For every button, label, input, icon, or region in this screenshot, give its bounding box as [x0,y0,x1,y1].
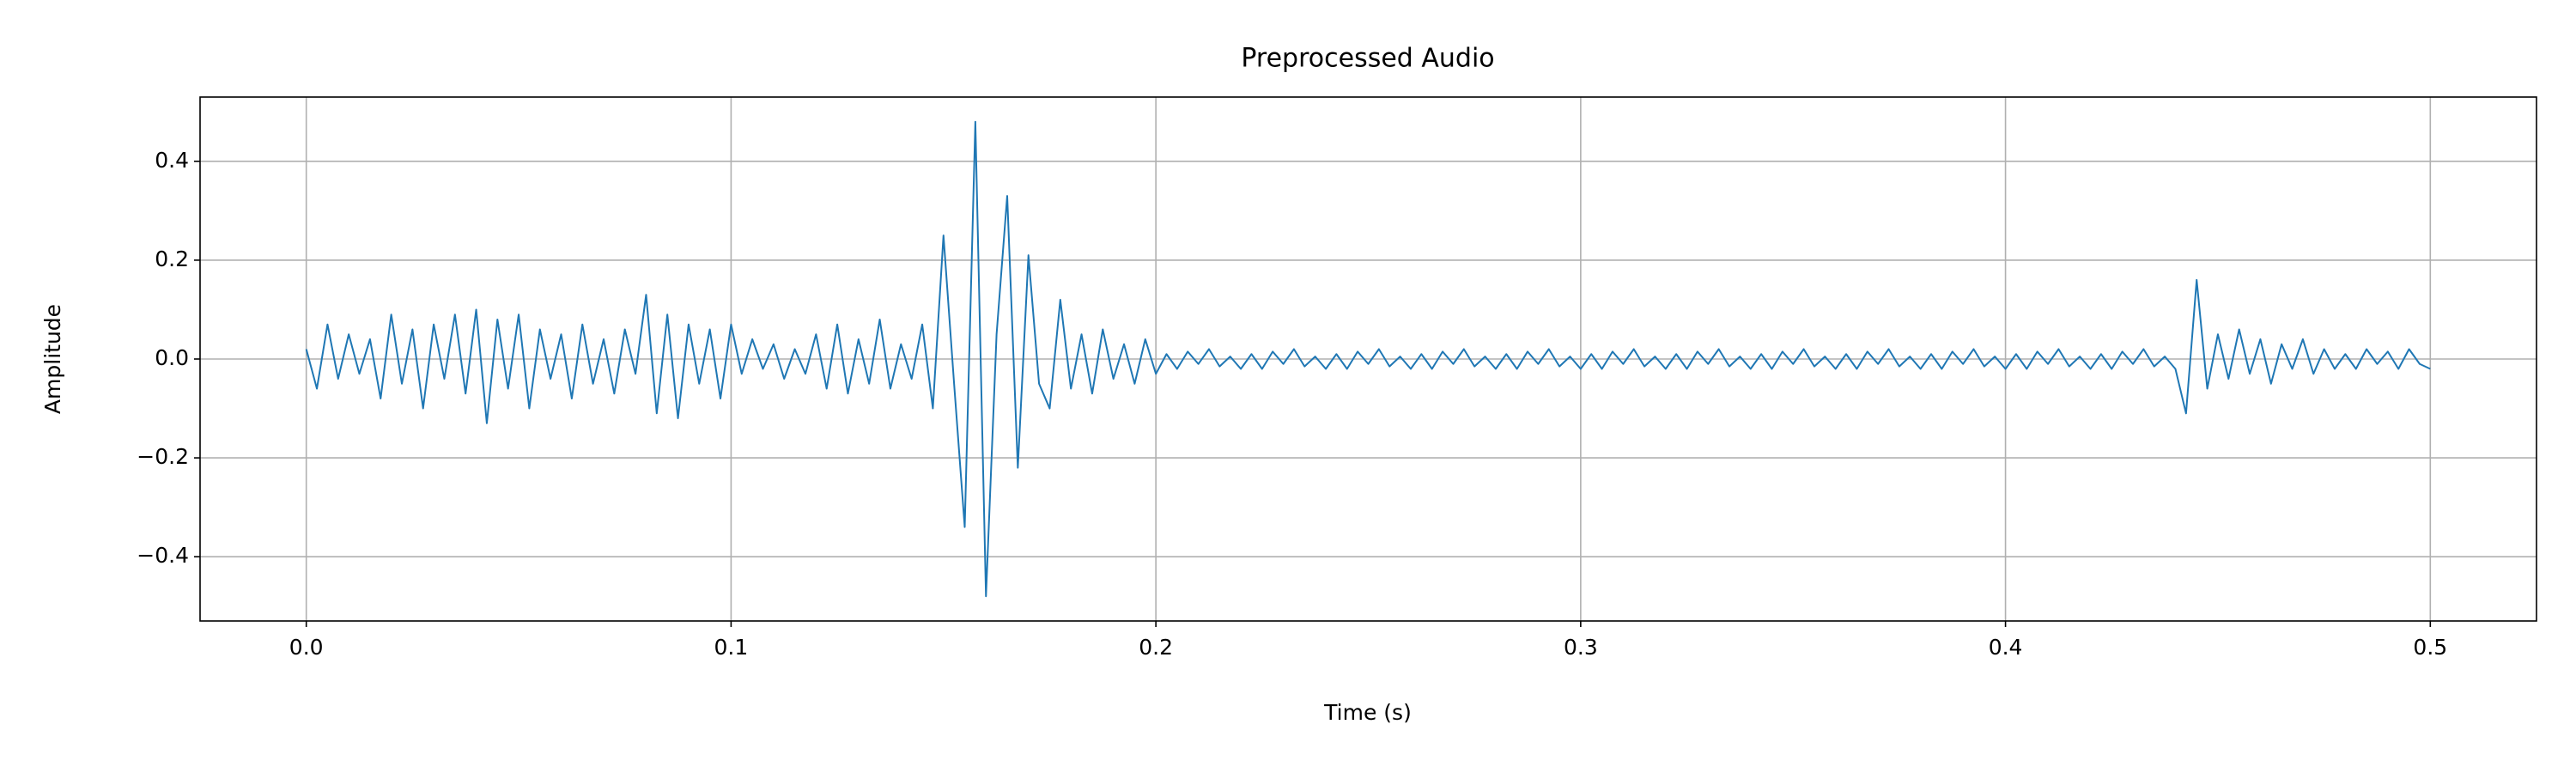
x-tick-label: 0.4 [1989,635,2023,660]
plot-frame [199,96,2537,622]
chart-title: Preprocessed Audio [1241,44,1494,74]
y-tick-label: −0.2 [137,444,189,469]
x-tick-label: 0.5 [2413,635,2447,660]
y-tick-label: −0.4 [137,543,189,568]
y-axis-label: Amplitude [40,304,65,414]
x-axis-label: Time (s) [1323,700,1412,725]
x-tick-label: 0.2 [1139,635,1173,660]
x-tick-label: 0.1 [714,635,749,660]
y-tick-label: 0.0 [155,345,189,370]
waveform-line [305,120,2431,598]
y-tick-label: 0.4 [155,148,189,173]
x-tick-label: 0.3 [1564,635,1598,660]
y-tick-label: 0.2 [155,247,189,271]
x-tick-label: 0.0 [289,635,324,660]
